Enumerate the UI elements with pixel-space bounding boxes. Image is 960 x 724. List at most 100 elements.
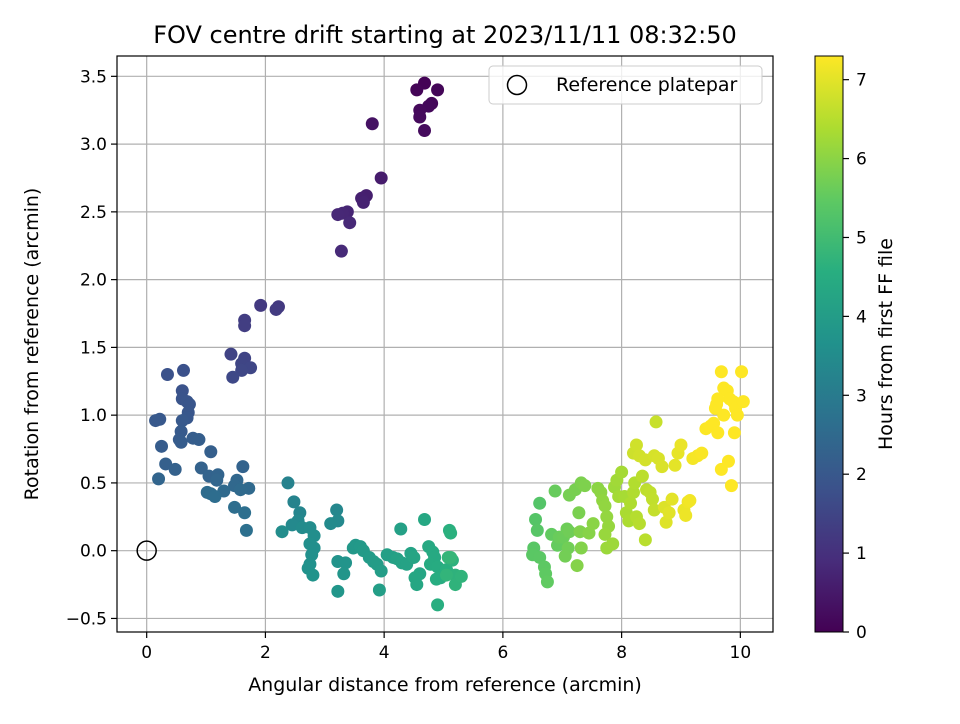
- colorbar-label: Hours from first FF file: [875, 238, 897, 450]
- colorbar-tick-label: 5: [856, 228, 867, 248]
- data-point: [668, 458, 682, 472]
- data-point: [168, 462, 182, 476]
- data-point: [624, 496, 638, 510]
- y-tick-label: 1.5: [80, 338, 107, 358]
- data-point: [285, 518, 299, 532]
- legend: Reference platepar: [488, 65, 763, 105]
- data-point: [174, 435, 188, 449]
- data-point: [711, 392, 725, 406]
- data-point: [439, 568, 453, 582]
- y-tick-label: 1.0: [80, 406, 107, 426]
- colorbar: 0 1 2 3 4 5 6 7 Hours from first FF file: [814, 55, 897, 643]
- legend-label: Reference platepar: [556, 74, 738, 96]
- y-tick-label: 3.0: [80, 135, 107, 155]
- x-tick-label: 0: [141, 643, 152, 663]
- x-axis-ticks: 0 2 4 6 8 10: [141, 632, 751, 663]
- data-point: [548, 484, 562, 498]
- data-point: [615, 465, 629, 479]
- data-point: [331, 584, 345, 598]
- data-point: [695, 446, 709, 460]
- data-point: [598, 527, 612, 541]
- data-point: [372, 583, 386, 597]
- data-point: [407, 550, 421, 564]
- data-point: [238, 319, 252, 333]
- reference-point-marker: [136, 540, 157, 561]
- data-point: [410, 83, 424, 97]
- data-point: [149, 414, 163, 428]
- data-point: [674, 438, 688, 452]
- data-point: [558, 549, 572, 563]
- x-tick-label: 4: [379, 643, 390, 663]
- chart-title: FOV centre drift starting at 2023/11/11 …: [153, 21, 737, 49]
- y-tick-label: 0.0: [80, 542, 107, 562]
- data-point: [176, 363, 190, 377]
- colorbar-tick-label: 0: [856, 623, 867, 643]
- y-tick-label: 2.0: [80, 271, 107, 291]
- grid-lines: [117, 56, 773, 632]
- colorbar-tick-label: 6: [856, 150, 867, 170]
- data-point: [570, 559, 584, 573]
- data-point: [721, 454, 735, 468]
- data-point: [431, 598, 445, 612]
- data-point: [331, 208, 345, 222]
- legend-box: [488, 65, 763, 105]
- data-point: [239, 523, 253, 537]
- data-point: [281, 476, 295, 490]
- data-point: [208, 489, 222, 503]
- data-point: [343, 216, 357, 230]
- data-point: [562, 525, 576, 539]
- legend-marker-icon: [506, 74, 528, 96]
- data-point: [586, 517, 600, 531]
- reference-marker-group: [136, 540, 157, 561]
- data-point: [269, 302, 283, 316]
- data-point: [175, 414, 189, 428]
- colorbar-tick-label: 1: [856, 544, 867, 564]
- data-point: [306, 568, 320, 582]
- data-point: [339, 556, 353, 570]
- data-point: [727, 426, 741, 440]
- colorbar-ticks: 0 1 2 3 4 5 6 7: [843, 71, 867, 643]
- x-tick-label: 8: [616, 643, 627, 663]
- x-tick-label: 10: [730, 643, 752, 663]
- data-point: [374, 171, 388, 185]
- data-point: [365, 117, 379, 131]
- data-point: [683, 494, 697, 508]
- data-point: [662, 506, 676, 520]
- data-point: [444, 526, 458, 540]
- data-point: [429, 572, 443, 586]
- data-point: [418, 124, 432, 138]
- data-point: [235, 363, 249, 377]
- data-point: [418, 513, 432, 527]
- data-point: [194, 461, 208, 475]
- data-point: [598, 499, 612, 513]
- data-point: [394, 522, 408, 536]
- data-point: [431, 83, 445, 97]
- data-point: [578, 479, 592, 493]
- data-point: [635, 469, 649, 483]
- data-point: [629, 438, 643, 452]
- data-point: [337, 567, 351, 581]
- data-point: [287, 495, 301, 509]
- x-tick-label: 2: [260, 643, 271, 663]
- data-point: [649, 415, 663, 429]
- data-point: [330, 503, 344, 517]
- data-point: [632, 517, 646, 531]
- data-point: [160, 367, 174, 381]
- data-point: [626, 485, 640, 499]
- y-tick-label: 0.5: [80, 474, 107, 494]
- data-point: [645, 492, 659, 506]
- data-point: [192, 433, 206, 447]
- data-point: [356, 195, 370, 209]
- data-point: [572, 506, 586, 520]
- data-point: [444, 550, 458, 564]
- data-point: [647, 503, 661, 517]
- y-axis-label: Rotation from reference (arcmin): [21, 188, 43, 501]
- y-tick-label: 3.5: [80, 67, 107, 87]
- data-point: [238, 506, 252, 520]
- data-point: [159, 457, 173, 471]
- scatter-points: [149, 76, 750, 612]
- data-point: [638, 533, 652, 547]
- y-tick-label: −0.5: [66, 609, 107, 629]
